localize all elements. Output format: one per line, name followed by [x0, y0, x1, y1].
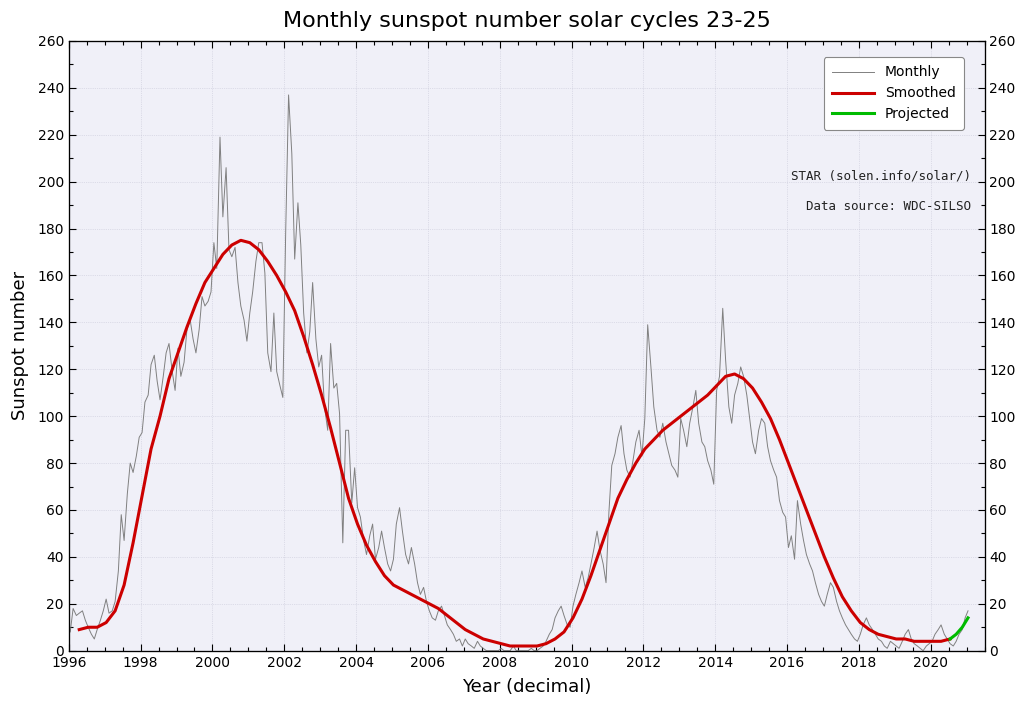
Smoothed	[234, 236, 246, 245]
Monthly	[459, 635, 471, 643]
Line: Smoothed: Smoothed	[79, 240, 950, 646]
Monthly	[282, 90, 295, 99]
Monthly	[903, 626, 915, 634]
Smoothed	[73, 626, 85, 634]
Monthly	[429, 616, 442, 624]
Smoothed	[145, 445, 157, 453]
Smoothed	[495, 639, 507, 648]
Projected	[956, 623, 968, 631]
Monthly	[962, 607, 975, 615]
Line: Projected: Projected	[950, 618, 968, 639]
Monthly	[684, 419, 696, 428]
Smoothed	[639, 445, 651, 453]
Smoothed	[576, 595, 588, 603]
Monthly	[776, 508, 789, 517]
Projected	[950, 630, 962, 638]
Legend: Monthly, Smoothed, Projected: Monthly, Smoothed, Projected	[824, 57, 964, 129]
Monthly	[64, 628, 76, 636]
Projected	[962, 614, 975, 622]
X-axis label: Year (decimal): Year (decimal)	[462, 678, 592, 696]
Line: Monthly: Monthly	[70, 95, 968, 650]
Monthly	[827, 583, 839, 592]
Y-axis label: Sunspot number: Sunspot number	[11, 271, 29, 421]
Monthly	[481, 646, 493, 655]
Text: Data source: WDC-SILSO: Data source: WDC-SILSO	[806, 199, 971, 213]
Text: STAR (solen.info/solar/): STAR (solen.info/solar/)	[791, 169, 971, 182]
Title: Monthly sunspot number solar cycles 23-25: Monthly sunspot number solar cycles 23-2…	[282, 11, 770, 31]
Projected	[944, 635, 956, 643]
Smoothed	[756, 398, 768, 407]
Smoothed	[127, 539, 140, 547]
Smoothed	[504, 642, 517, 650]
Smoothed	[944, 635, 956, 643]
